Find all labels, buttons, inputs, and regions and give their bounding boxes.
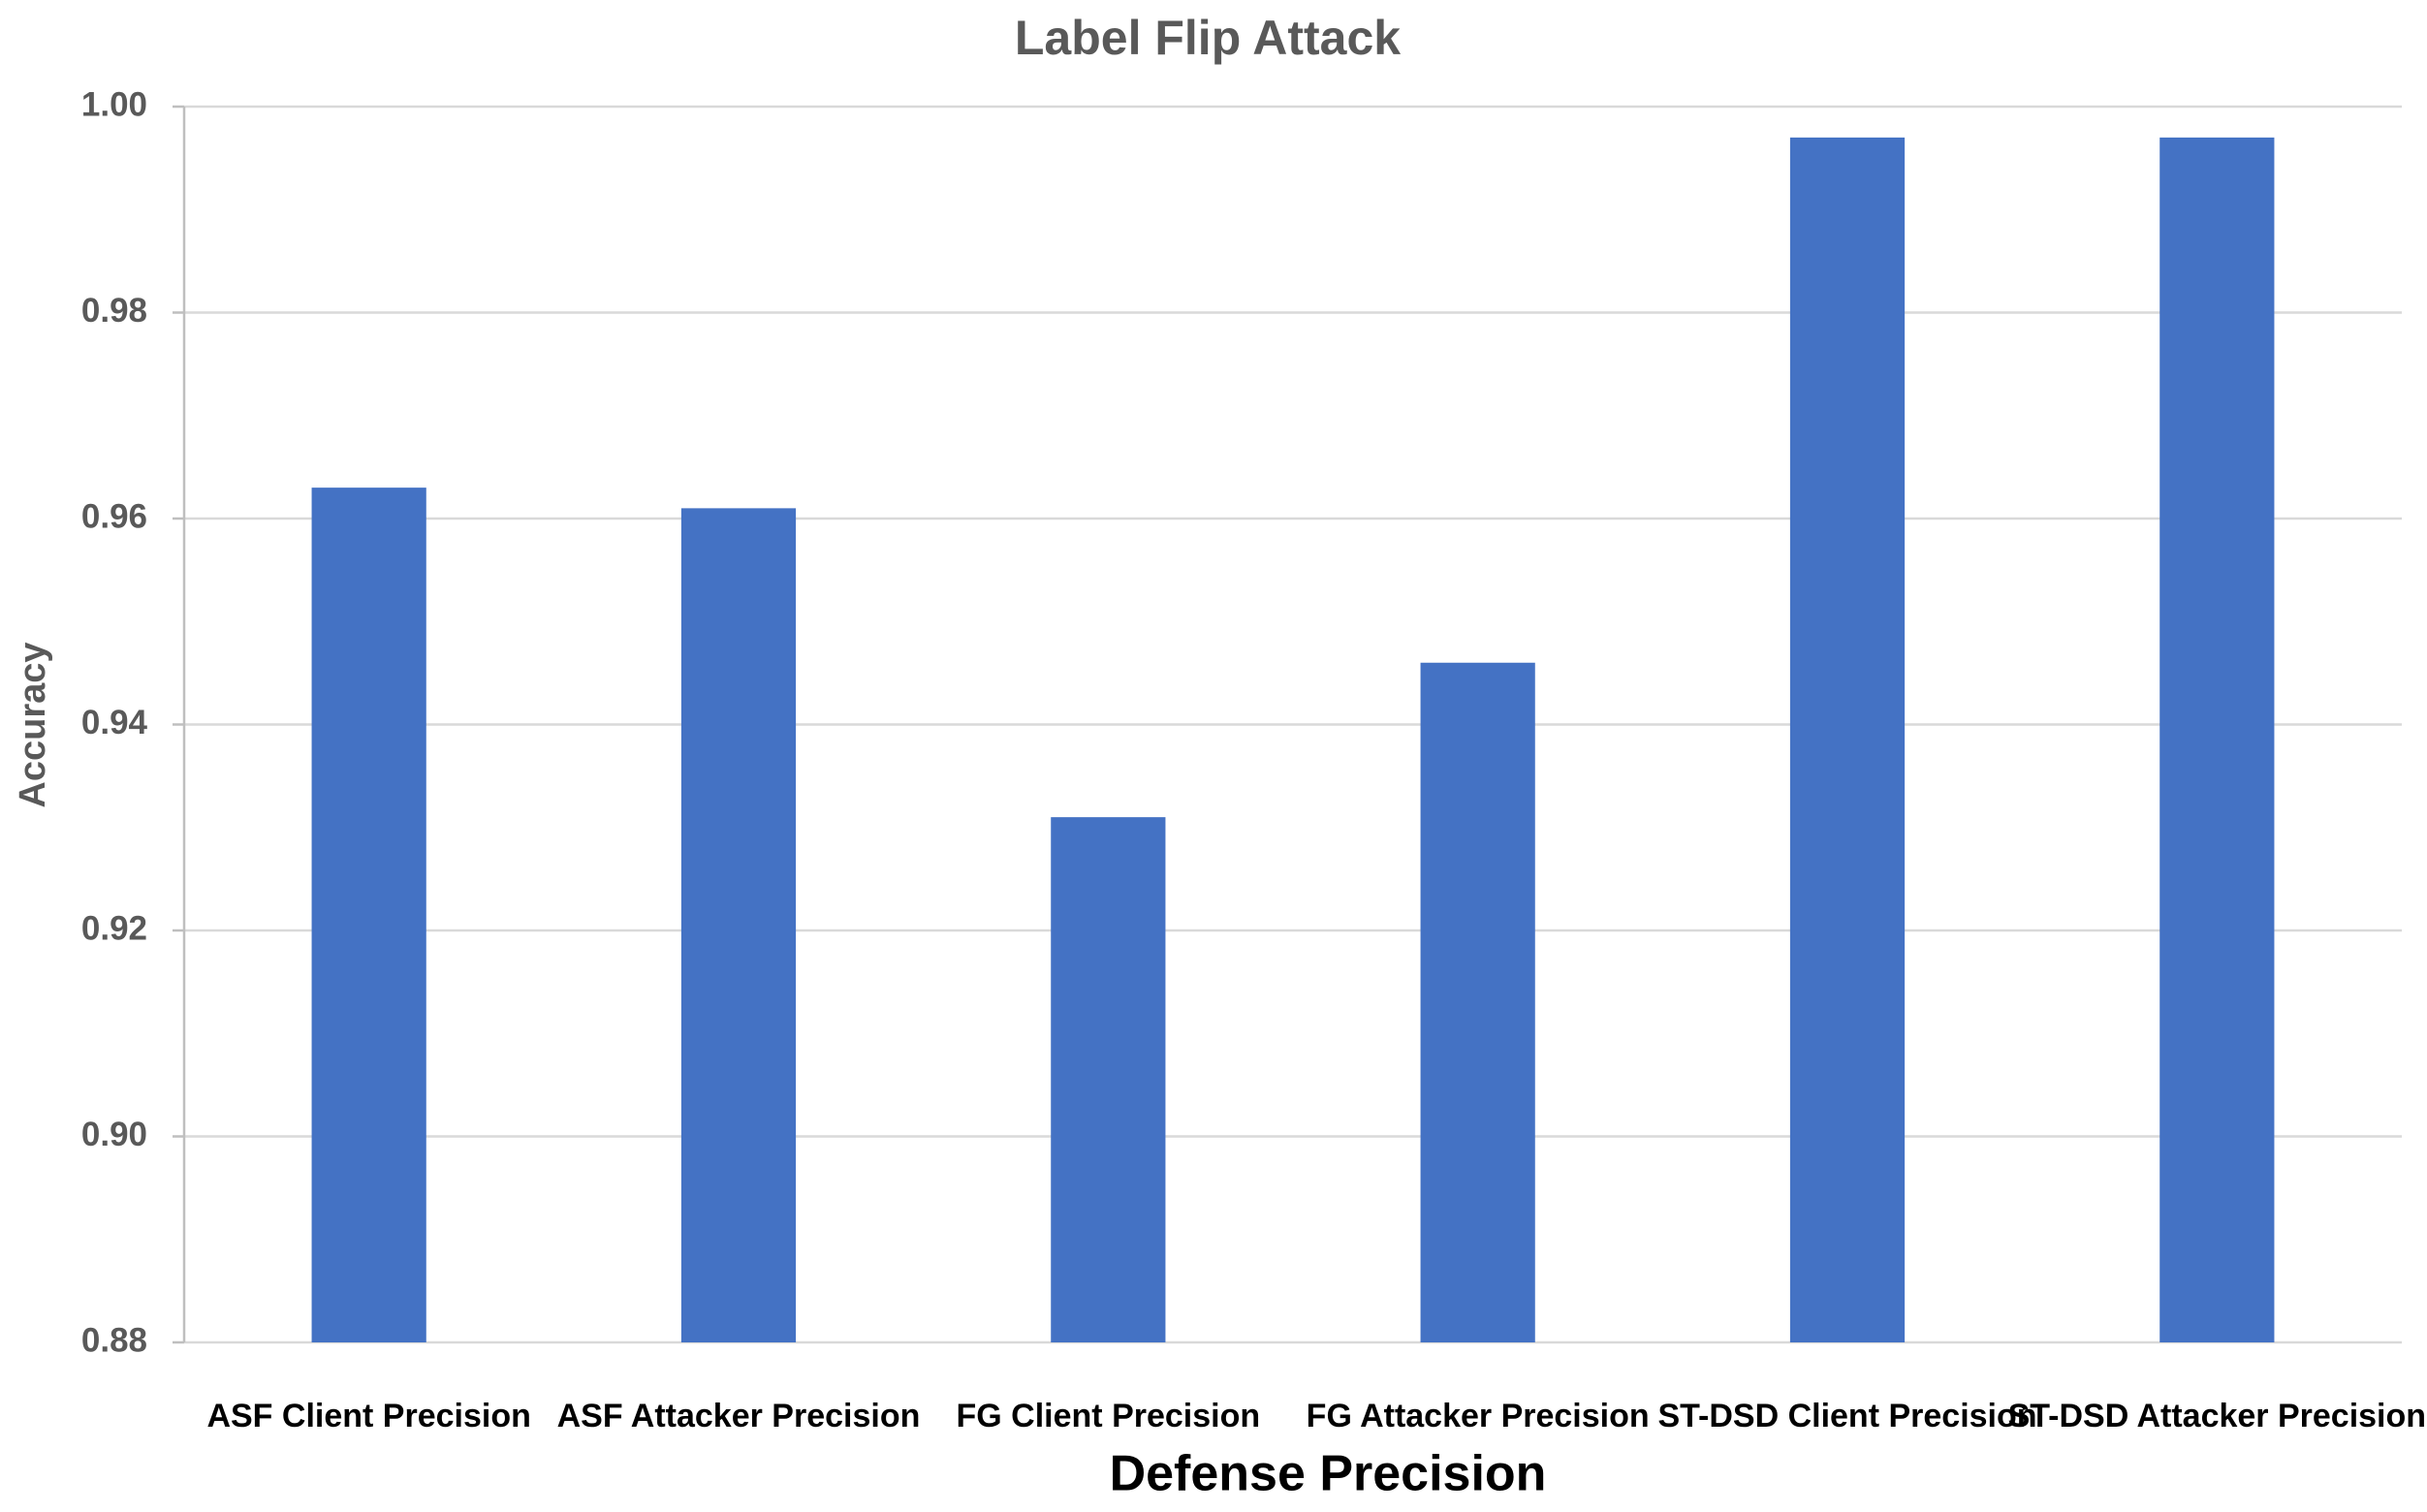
x-tick-label: ST-DSD Client Precision — [1657, 1398, 2036, 1434]
x-tick-label: ST-DSD Attacker Precision — [2008, 1398, 2426, 1434]
y-tick-label: 0.98 — [81, 292, 147, 330]
x-axis-label: Defense Precision — [1110, 1446, 1547, 1502]
x-tick-label: FG Attacker Precision — [1307, 1398, 1650, 1434]
y-axis-label: Accuracy — [13, 642, 53, 807]
bar — [2159, 137, 2275, 1342]
y-tick-label: 0.94 — [81, 704, 148, 741]
x-tick-label: FG Client Precision — [957, 1398, 1261, 1434]
x-tick-label: ASF Attacker Precision — [557, 1398, 921, 1434]
bar — [680, 508, 797, 1342]
bar — [1789, 137, 1906, 1342]
x-tick-label: ASF Client Precision — [206, 1398, 530, 1434]
y-tick-label: 0.96 — [81, 497, 147, 535]
bar — [311, 488, 426, 1342]
y-tick-label: 0.92 — [81, 909, 147, 947]
bar — [1051, 817, 1166, 1342]
y-tick-label: 0.90 — [81, 1116, 147, 1153]
y-tick-label: 0.88 — [81, 1321, 147, 1359]
bar — [1420, 662, 1535, 1342]
y-tick-label: 1.00 — [81, 85, 147, 123]
chart-title: Label Flip Attack — [1015, 11, 1401, 65]
